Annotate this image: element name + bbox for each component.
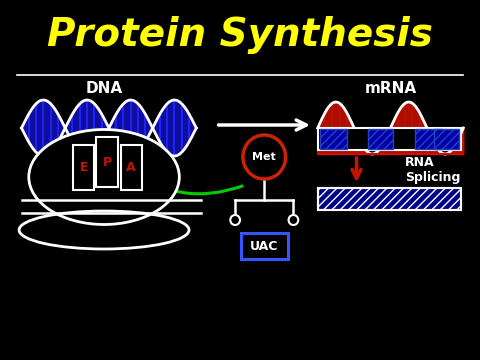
Text: UAC: UAC [250,239,278,252]
Text: Met: Met [252,152,276,162]
Bar [320,129,347,149]
Text: A: A [126,161,136,174]
Bar [318,188,461,210]
Circle shape [230,215,240,225]
FancyBboxPatch shape [241,233,288,259]
Text: Protein Synthesis: Protein Synthesis [47,16,433,54]
Text: RNA
Splicing: RNA Splicing [405,156,460,184]
Text: DNA: DNA [85,81,122,95]
Bar [415,129,442,149]
Bar [120,145,142,190]
Circle shape [243,135,286,179]
Bar [96,137,118,187]
Bar [318,188,461,210]
Text: E: E [79,161,88,174]
Bar [434,129,459,149]
Circle shape [288,215,298,225]
Text: mRNA: mRNA [364,81,417,95]
Bar [318,128,461,150]
Bar [73,145,95,190]
Text: P: P [102,156,111,168]
Bar [368,129,394,149]
Ellipse shape [30,131,179,224]
